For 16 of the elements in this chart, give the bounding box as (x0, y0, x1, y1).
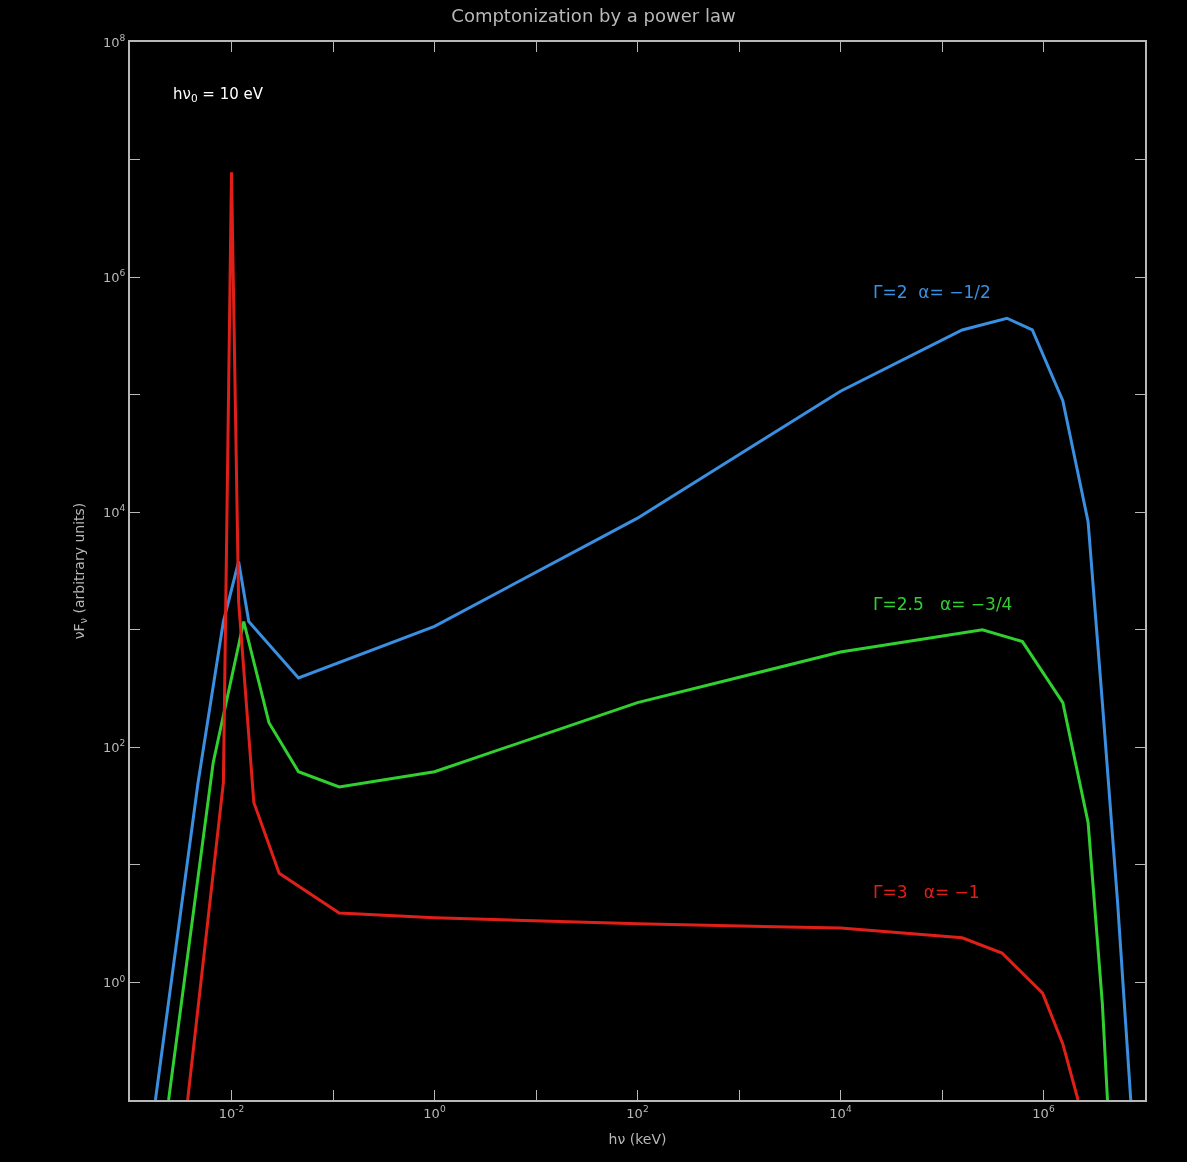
y-tick-label: 10$^{6}$ (103, 268, 126, 285)
chart-title: Comptonization by a power law (451, 4, 736, 26)
series-label: Γ=2.5 α= −3/4 (873, 594, 1013, 614)
y-tick-label: 10$^{2}$ (103, 738, 126, 755)
y-tick-label: 10$^{4}$ (103, 503, 126, 520)
x-tick-label: 10$^{2}$ (626, 1104, 649, 1121)
x-tick-label: 10$^{0}$ (423, 1104, 446, 1121)
x-tick-label: 10$^{-2}$ (218, 1104, 245, 1121)
y-tick-label: 10$^{8}$ (103, 33, 126, 50)
x-tick-label: 10$^{4}$ (829, 1104, 852, 1121)
x-axis-title: hν (keV) (608, 1131, 667, 1148)
series-label: Γ=2 α= −1/2 (873, 282, 991, 302)
y-tick-label: 10$^{0}$ (103, 973, 126, 990)
x-tick-label: 10$^{6}$ (1032, 1104, 1055, 1121)
annotation: hν$_{0}$ = 10 eV (173, 85, 264, 105)
series-label: Γ=3 α= −1 (873, 882, 980, 902)
